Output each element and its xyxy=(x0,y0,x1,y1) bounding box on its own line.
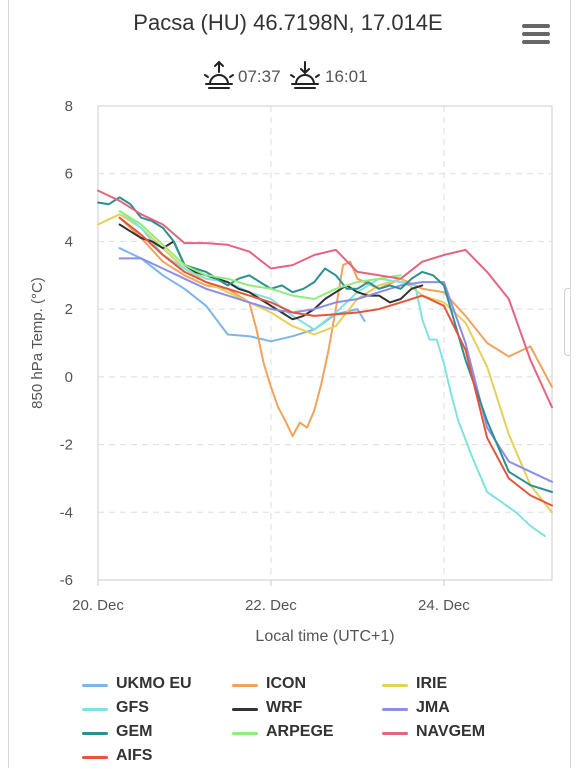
series-line-irie xyxy=(97,213,553,514)
legend-swatch xyxy=(82,684,108,687)
y-tick-label: 0 xyxy=(65,369,73,386)
sun-times: 07:37 16:01 xyxy=(200,60,400,94)
legend-swatch xyxy=(82,708,108,711)
legend-label: JMA xyxy=(416,699,450,716)
plot-area xyxy=(97,105,553,581)
series-line-wrf xyxy=(118,223,424,321)
legend-swatch xyxy=(232,684,258,687)
y-tick-label: -4 xyxy=(60,504,73,521)
legend-swatch xyxy=(382,732,408,735)
series-line-gem xyxy=(97,196,553,493)
series-line-arpege xyxy=(118,210,402,300)
sunset-icon xyxy=(290,61,320,89)
x-tick-label: 22. Dec xyxy=(245,597,297,614)
legend-label: ARPEGE xyxy=(266,723,334,740)
legend-label: GEM xyxy=(116,723,153,740)
legend-label: NAVGEM xyxy=(416,723,486,740)
legend-label: GFS xyxy=(116,699,149,716)
x-axis-title: Local time (UTC+1) xyxy=(255,628,394,645)
page-title: Pacsa (HU) 46.7198N, 17.014E xyxy=(133,10,443,35)
legend-swatch xyxy=(82,756,108,759)
temperature-chart: -6 -4 -2 0 2 4 6 8 20. Dec 22. Dec 24. Dec Local ti… xyxy=(29,98,553,645)
legend-label: IRIE xyxy=(416,675,448,692)
y-tick-label: 6 xyxy=(65,166,73,183)
legend-label: UKMO EU xyxy=(116,675,192,692)
legend-swatch xyxy=(232,732,258,735)
y-tick-label: -6 xyxy=(60,572,73,589)
series-line-aifs xyxy=(118,216,553,507)
series-line-navgem xyxy=(97,189,553,409)
series-line-gfs xyxy=(118,210,546,537)
y-axis-title: 850 hPa Temp. (°C) xyxy=(29,277,46,409)
sunrise-icon xyxy=(204,60,234,89)
x-tick-label: 24. Dec xyxy=(418,597,470,614)
y-tick-label: 8 xyxy=(65,98,73,115)
legend-swatch xyxy=(232,708,258,711)
legend-label: AIFS xyxy=(116,747,153,764)
legend-swatch xyxy=(382,708,408,711)
y-tick-label: 4 xyxy=(65,233,73,250)
y-tick-label: -2 xyxy=(60,437,73,454)
scroll-handle[interactable] xyxy=(564,288,570,356)
legend-label: WRF xyxy=(266,699,303,716)
legend-label: ICON xyxy=(266,675,306,692)
sunset-time: 16:01 xyxy=(325,67,368,86)
chart-frame xyxy=(8,0,571,768)
x-tick-label: 20. Dec xyxy=(72,597,124,614)
y-tick-label: 2 xyxy=(65,301,73,318)
sunrise-time: 07:37 xyxy=(238,67,281,86)
hamburger-menu-icon[interactable] xyxy=(522,24,552,48)
legend-swatch xyxy=(82,732,108,735)
legend-swatch xyxy=(382,684,408,687)
